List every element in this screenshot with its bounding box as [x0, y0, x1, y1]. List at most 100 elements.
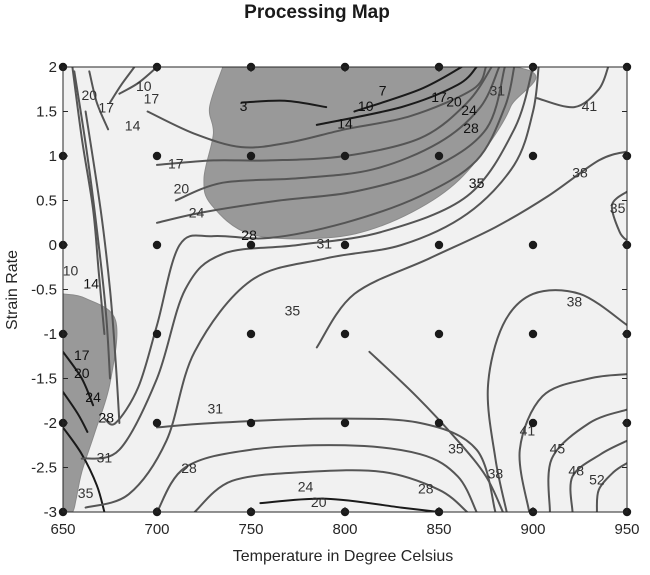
contour-line-7	[71, 67, 106, 335]
contour-line-24	[193, 469, 469, 512]
contour-line-3	[240, 99, 328, 109]
contour-label: 31	[208, 400, 224, 416]
grid-point	[434, 418, 444, 428]
contour-label: 14	[125, 117, 141, 133]
contour-label: 20	[82, 87, 98, 103]
contour-line-20	[259, 497, 440, 512]
x-axis-ticks: 650 700 750 800 850 900 950	[50, 67, 640, 538]
contour-line-17	[63, 350, 95, 407]
grid-point	[528, 418, 538, 428]
contour-line-20	[88, 70, 110, 131]
contour-label: 14	[83, 276, 99, 292]
contour-label: 20	[311, 494, 327, 510]
contour-label: 48	[568, 463, 584, 479]
x-tick-label: 700	[144, 521, 169, 538]
contour-label: 20	[174, 181, 190, 197]
y-axis-ticks: -3 -2.5 -2 -1.5 -1 -0.5 0 0.5 1 1.5 2	[31, 59, 627, 521]
y-tick-label: 1	[49, 148, 57, 165]
contour-line-14	[84, 110, 121, 424]
contour-line-41	[535, 67, 610, 109]
contour-line-38	[315, 150, 627, 349]
grid-point	[340, 418, 350, 428]
contour-label: 10	[63, 262, 79, 278]
contour-label: 24	[189, 205, 205, 221]
grid-point	[340, 329, 350, 339]
grid-point	[340, 151, 350, 161]
grid-point	[152, 329, 162, 339]
contour-line-48	[569, 439, 627, 512]
contour-label: 31	[490, 83, 506, 99]
contour-line-20	[174, 67, 501, 202]
contour-label: 14	[337, 116, 353, 132]
contour-line-17	[109, 67, 136, 104]
contour-label: 31	[97, 449, 113, 465]
contour-label: 10	[358, 98, 374, 114]
grid-point	[434, 240, 444, 250]
contour-label: 24	[298, 479, 314, 495]
contour-label: 7	[379, 83, 387, 99]
x-tick-label: 650	[50, 521, 75, 538]
contour-label: 31	[317, 236, 333, 252]
contour-label: 38	[567, 294, 583, 310]
instability-region-lower-left	[63, 293, 118, 512]
grid-points	[58, 62, 632, 517]
contour-line-28	[156, 444, 478, 512]
contour-lines	[63, 67, 627, 512]
grid-point	[528, 151, 538, 161]
contour-label: 52	[589, 472, 605, 488]
grid-point	[152, 418, 162, 428]
grid-point	[528, 329, 538, 339]
contour-line-24	[156, 67, 506, 224]
y-tick-label: 0	[49, 237, 57, 254]
contour-line-35	[84, 67, 540, 509]
grid-point	[434, 329, 444, 339]
contour-label: 45	[550, 440, 566, 456]
contour-line-31	[80, 67, 534, 460]
y-tick-label: -2	[44, 415, 57, 432]
contour-label: 17	[74, 347, 90, 363]
contour-line-10	[73, 70, 111, 380]
y-tick-label: -2.5	[31, 460, 57, 477]
contour-line-31	[156, 417, 497, 512]
contour-label: 24	[461, 102, 477, 118]
y-tick-label: -1.5	[31, 371, 57, 388]
contour-label: 17	[98, 100, 114, 116]
contour-label: 38	[572, 165, 588, 181]
contour-label: 28	[181, 460, 197, 476]
contour-line-28	[103, 67, 516, 426]
y-tick-label: -0.5	[31, 282, 57, 299]
y-tick-label: -3	[44, 504, 57, 521]
y-tick-label: 1.5	[36, 104, 57, 121]
x-tick-label: 900	[520, 521, 545, 538]
contour-label: 35	[78, 485, 94, 501]
contour-line-20	[63, 390, 89, 433]
contour-label: 35	[469, 175, 485, 191]
y-tick-label: 0.5	[36, 193, 57, 210]
contour-label: 20	[74, 365, 90, 381]
x-tick-label: 950	[614, 521, 639, 538]
grid-point	[528, 240, 538, 250]
grid-point	[340, 240, 350, 250]
contour-line-7	[353, 67, 463, 113]
contour-label: 17	[431, 89, 447, 105]
contour-label: 41	[582, 98, 598, 114]
y-tick-label: 2	[49, 59, 57, 76]
chart-title: Processing Map	[244, 2, 390, 23]
contour-line-35	[610, 190, 627, 242]
x-tick-label: 850	[426, 521, 451, 538]
contour-line-10	[315, 67, 478, 126]
grid-point	[434, 151, 444, 161]
contour-label: 35	[610, 200, 626, 216]
x-axis-label: Temperature in Degree Celsius	[233, 548, 454, 565]
contour-label: 28	[98, 409, 114, 425]
contour-label: 35	[448, 440, 464, 456]
contour-label: 17	[168, 156, 184, 172]
x-tick-label: 750	[238, 521, 263, 538]
x-tick-label: 800	[332, 521, 357, 538]
contour-label: 38	[488, 465, 504, 481]
grid-point	[152, 240, 162, 250]
grid-point	[246, 418, 256, 428]
contour-label: 20	[446, 93, 462, 109]
